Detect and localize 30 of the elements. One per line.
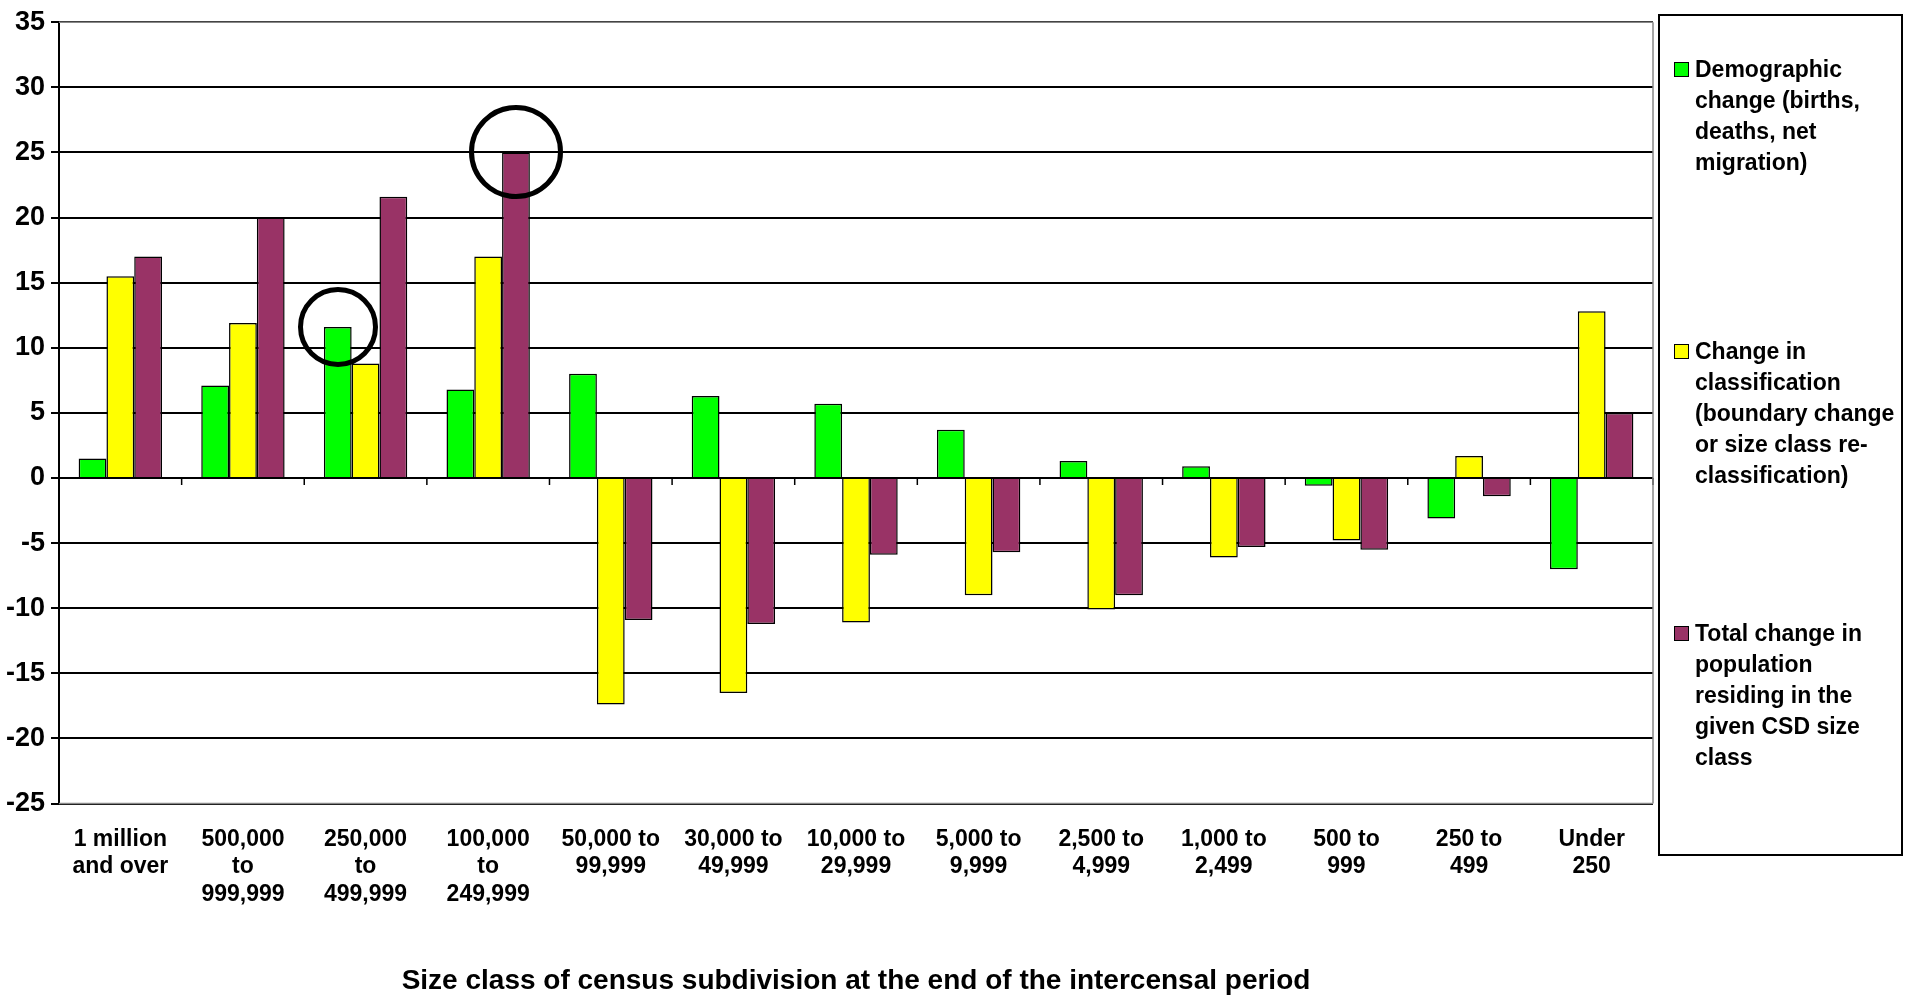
legend-label: Change in classification (boundary change or size class re-classification): [1695, 337, 1896, 490]
x-tick-label: 100,000 to 249,999: [446, 824, 530, 906]
y-tick-label: 20: [14, 201, 46, 231]
x-tick-label: 250,000 to 499,999: [323, 824, 408, 906]
y-tick-label: 10: [14, 331, 46, 362]
x-axis-title: Size class of census subdivision at the end of the intercensal period: [401, 963, 1311, 995]
y-tick-label: 5: [29, 396, 46, 427]
x-tick-label: 30,000 to 49,999: [684, 824, 783, 879]
y-tick-label: 25: [14, 135, 46, 166]
x-tick-label: 5,000 to 9,999: [935, 824, 1022, 879]
y-tick-label: 30: [14, 70, 46, 101]
x-tick-label: 2,500 to 4,999: [1058, 824, 1145, 879]
y-tick-label: 15: [14, 266, 46, 297]
y-tick-label: -20: [5, 721, 46, 752]
x-tick-label: 1 million and over: [72, 824, 169, 879]
y-tick-label: -10: [5, 591, 46, 622]
x-tick-label: 10,000 to 29,999: [806, 824, 906, 879]
y-tick-label: -25: [5, 787, 46, 818]
x-tick-label: Under 250: [1558, 824, 1625, 879]
x-tick-label: 50,000 to 99,999: [561, 824, 661, 879]
y-tick-label: -5: [21, 526, 46, 557]
y-tick-label: -15: [5, 656, 46, 687]
x-tick-label: 1,000 to 2,499: [1181, 824, 1267, 879]
legend-label: Total change in population residing in the given CSD size class: [1695, 619, 1863, 772]
x-tick-label: 500 to 999: [1313, 824, 1380, 879]
y-tick-label: 35: [14, 5, 46, 36]
legend-label: Demographic change (births, deaths, net migration): [1695, 55, 1861, 177]
x-tick-label: 250 to 499: [1435, 824, 1503, 879]
x-tick-label: 500,000 to 999,999: [201, 824, 285, 906]
y-tick-label: 0: [29, 461, 46, 492]
